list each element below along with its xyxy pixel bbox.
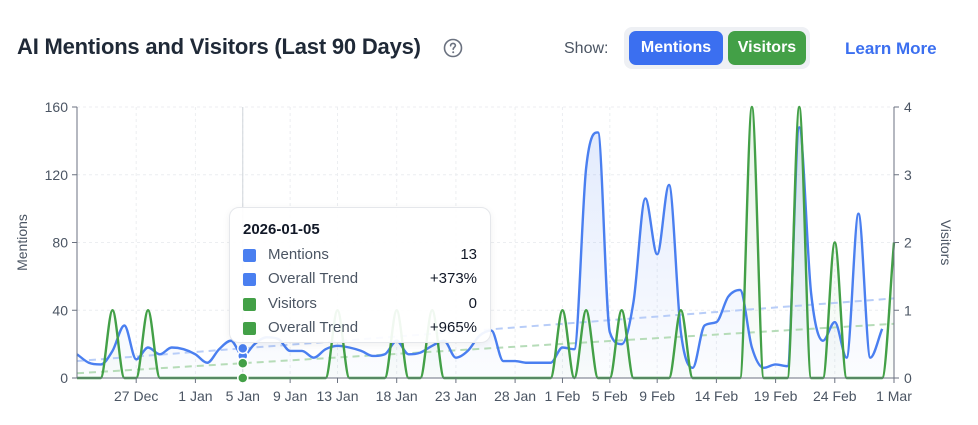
y-left-tick-label: 120 [45, 167, 69, 183]
tooltip-value: 13 [460, 246, 477, 263]
y-left-tick-label: 0 [60, 370, 68, 386]
tooltip-label: Mentions [268, 246, 329, 263]
visitors-trend-point [237, 357, 249, 369]
question-circle-icon[interactable] [443, 38, 463, 58]
x-tick-label: 5 Jan [226, 388, 260, 404]
y-right-tick-label: 0 [904, 370, 912, 386]
y-right-tick-label: 3 [904, 167, 912, 183]
visitors-toggle-button[interactable]: Visitors [728, 31, 806, 65]
visitors-point [237, 372, 249, 384]
y-left-axis-title: Mentions [14, 214, 30, 271]
tooltip-label: Overall Trend [268, 270, 359, 287]
x-tick-label: 1 Feb [545, 388, 581, 404]
tooltip-value: +373% [429, 270, 477, 287]
x-tick-label: 13 Jan [316, 388, 358, 404]
x-tick-label: 1 Jan [178, 388, 212, 404]
x-tick-label: 18 Jan [376, 388, 418, 404]
x-tick-label: 14 Feb [695, 388, 739, 404]
tooltip-row-mentions-trend: Overall Trend +373% [243, 269, 477, 289]
y-left-tick-label: 80 [52, 235, 68, 251]
visitors-swatch [243, 298, 256, 311]
x-tick-label: 19 Feb [754, 388, 798, 404]
visitors-trend-line [76, 322, 895, 375]
tooltip-value: +965% [429, 319, 477, 336]
x-tick-label: 1 Mar [876, 388, 912, 404]
visitors-trend-swatch [243, 322, 256, 335]
mentions-toggle-button[interactable]: Mentions [629, 31, 723, 65]
tooltip-date: 2026-01-05 [243, 221, 320, 238]
tooltip-row-visitors-trend: Overall Trend +965% [243, 318, 477, 338]
y-right-axis-title: Visitors [938, 220, 954, 266]
y-right-tick-label: 2 [904, 235, 912, 251]
x-tick-label: 28 Jan [494, 388, 536, 404]
tooltip-row-mentions: Mentions 13 [243, 245, 477, 265]
x-tick-label: 23 Jan [435, 388, 477, 404]
chart-title: AI Mentions and Visitors (Last 90 Days) [17, 34, 421, 59]
tooltip-label: Overall Trend [268, 319, 359, 336]
x-tick-label: 9 Feb [639, 388, 675, 404]
mentions-trend-point [237, 342, 249, 355]
learn-more-link[interactable]: Learn More [845, 39, 937, 58]
y-right-tick-label: 4 [904, 99, 912, 115]
x-tick-label: 27 Dec [114, 388, 158, 404]
y-left-tick-label: 160 [45, 99, 69, 115]
chart-tooltip: 2026-01-05 Mentions 13 Overall Trend +37… [229, 207, 491, 343]
x-tick-label: 9 Jan [273, 388, 307, 404]
tooltip-row-visitors: Visitors 0 [243, 294, 477, 314]
x-tick-label: 24 Feb [813, 388, 857, 404]
tooltip-label: Visitors [268, 295, 317, 312]
mentions-trend-swatch [243, 273, 256, 286]
x-tick-label: 5 Feb [592, 388, 628, 404]
y-right-tick-label: 1 [904, 302, 912, 318]
mentions-line [76, 126, 884, 370]
y-left-tick-label: 40 [52, 302, 68, 318]
tooltip-value: 0 [468, 295, 477, 312]
show-label: Show: [564, 40, 609, 57]
mentions-swatch [243, 249, 256, 262]
